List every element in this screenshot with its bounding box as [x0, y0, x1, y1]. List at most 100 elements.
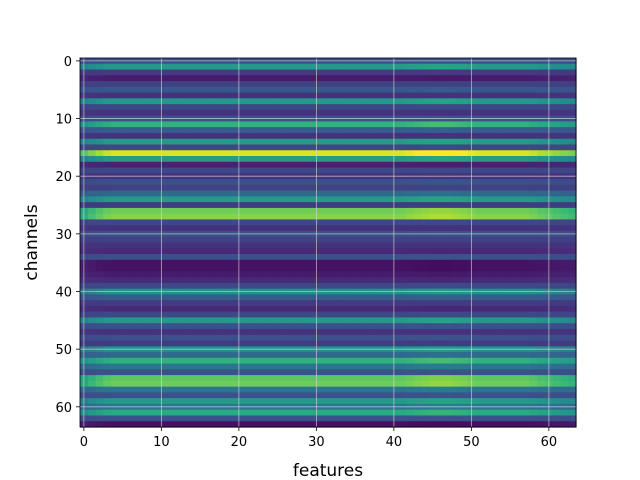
- heatmap-cell: [335, 219, 345, 226]
- heatmap-cell: [343, 63, 352, 71]
- heatmap-cell: [134, 328, 143, 336]
- heatmap-cell: [514, 398, 523, 405]
- heatmap-cell: [444, 81, 453, 88]
- heatmap-cell: [126, 127, 135, 134]
- heatmap-cell: [521, 363, 531, 370]
- heatmap-cell: [537, 121, 546, 128]
- heatmap-cell: [475, 328, 484, 336]
- heatmap-cell: [428, 86, 438, 94]
- heatmap-cell: [397, 386, 407, 394]
- heatmap-cell: [506, 69, 515, 76]
- heatmap-cell: [351, 190, 360, 197]
- heatmap-cell: [188, 421, 197, 428]
- heatmap-cell: [366, 225, 376, 232]
- heatmap-cell: [529, 254, 538, 261]
- heatmap-cell: [242, 219, 252, 226]
- heatmap-cell: [537, 207, 546, 215]
- heatmap-cell: [211, 415, 221, 422]
- heatmap-cell: [514, 294, 523, 301]
- heatmap-cell: [359, 317, 368, 324]
- heatmap-cell: [405, 369, 414, 376]
- heatmap-cell: [366, 415, 376, 422]
- heatmap-cell: [173, 104, 182, 111]
- heatmap-cell: [413, 369, 422, 376]
- heatmap-cell: [351, 150, 360, 157]
- heatmap-cell: [444, 202, 453, 209]
- heatmap-cell: [436, 63, 445, 71]
- heatmap-cell: [452, 150, 461, 157]
- heatmap-cell: [552, 202, 562, 209]
- heatmap-cell: [219, 190, 228, 197]
- heatmap-cell: [142, 86, 151, 94]
- heatmap-cell: [211, 265, 221, 272]
- heatmap-cell: [529, 248, 538, 255]
- heatmap-cell: [87, 300, 97, 307]
- heatmap-cell: [436, 98, 445, 105]
- x-tick-label: 40: [386, 435, 403, 450]
- heatmap-cell: [521, 242, 531, 249]
- heatmap-cell: [242, 398, 252, 405]
- heatmap-cell: [266, 213, 275, 221]
- heatmap-cell: [304, 184, 314, 192]
- heatmap-cell: [359, 109, 368, 117]
- heatmap-cell: [568, 219, 577, 226]
- heatmap-cell: [173, 334, 182, 342]
- heatmap-cell: [382, 334, 391, 342]
- heatmap-cell: [374, 92, 383, 99]
- heatmap-cell: [250, 363, 259, 370]
- heatmap-cell: [436, 328, 445, 336]
- heatmap-cell: [304, 271, 314, 278]
- heatmap-cell: [134, 265, 143, 272]
- heatmap-cell: [552, 213, 562, 221]
- heatmap-cell: [428, 144, 438, 151]
- heatmap-cell: [118, 248, 128, 255]
- heatmap-cell: [211, 179, 221, 186]
- heatmap-cell: [498, 132, 507, 140]
- heatmap-cell: [436, 323, 445, 330]
- heatmap-cell: [320, 156, 329, 163]
- heatmap-cell: [483, 328, 492, 336]
- heatmap-cell: [118, 328, 128, 336]
- heatmap-cell: [173, 254, 182, 261]
- heatmap-cell: [405, 98, 414, 105]
- heatmap-cell: [111, 144, 120, 151]
- heatmap-cell: [165, 357, 174, 365]
- heatmap-cell: [498, 317, 507, 324]
- heatmap-cell: [537, 81, 546, 88]
- heatmap-cell: [397, 380, 407, 388]
- heatmap-cell: [165, 225, 174, 232]
- heatmap-cell: [118, 311, 128, 319]
- heatmap-cell: [452, 138, 461, 146]
- heatmap-cell: [382, 184, 391, 192]
- heatmap-cell: [273, 75, 283, 82]
- heatmap-cell: [459, 300, 469, 307]
- heatmap-cell: [335, 305, 345, 313]
- heatmap-cell: [320, 357, 329, 365]
- heatmap-cell: [149, 328, 159, 336]
- heatmap-cell: [568, 317, 577, 324]
- heatmap-cell: [250, 398, 259, 405]
- heatmap-cell: [320, 184, 329, 192]
- heatmap-cell: [552, 127, 562, 134]
- heatmap-cell: [335, 63, 345, 71]
- heatmap-cell: [374, 294, 383, 301]
- heatmap-cell: [459, 265, 469, 272]
- heatmap-cell: [196, 109, 205, 117]
- heatmap-cell: [126, 179, 135, 186]
- heatmap-cell: [397, 179, 407, 186]
- heatmap-cell: [103, 144, 112, 151]
- heatmap-cell: [126, 69, 135, 76]
- heatmap-cell: [266, 300, 275, 307]
- heatmap-cell: [273, 415, 283, 422]
- heatmap-cell: [444, 334, 453, 342]
- heatmap-cell: [250, 63, 259, 71]
- heatmap-cell: [273, 161, 283, 169]
- heatmap-cell: [188, 196, 197, 203]
- heatmap-cell: [95, 340, 104, 347]
- heatmap-cell: [382, 167, 391, 174]
- heatmap-cell: [211, 98, 221, 105]
- heatmap-cell: [281, 75, 290, 82]
- heatmap-cell: [421, 305, 430, 313]
- heatmap-cell: [281, 282, 290, 290]
- heatmap-cell: [452, 81, 461, 88]
